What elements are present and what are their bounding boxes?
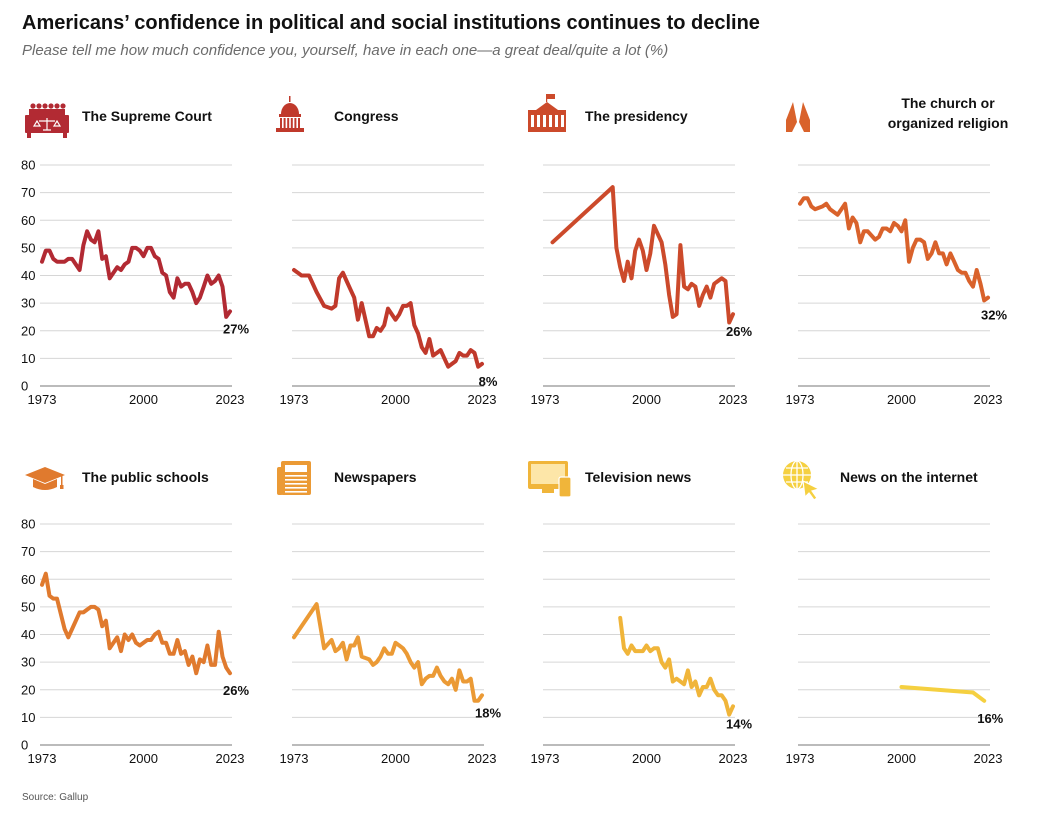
capitol-icon — [276, 96, 304, 132]
y-tick-label: 70 — [21, 544, 35, 559]
y-tick-label: 0 — [21, 738, 28, 753]
graduation-cap-icon — [25, 467, 65, 490]
x-tick-label: 2000 — [129, 751, 158, 766]
x-tick-label: 2000 — [632, 751, 661, 766]
panel-television-news: 1973 2000 2023 Television news 14% — [528, 461, 752, 766]
end-value-label: 26% — [726, 324, 752, 339]
courthouse-icon — [25, 103, 69, 138]
series-line — [798, 196, 990, 303]
x-tick-label: 2000 — [887, 751, 916, 766]
x-tick-label: 1973 — [786, 751, 815, 766]
y-tick-label: 80 — [21, 517, 35, 532]
x-tick-label: 2000 — [887, 392, 916, 407]
x-tick-label: 1973 — [531, 392, 560, 407]
y-tick-label: 80 — [21, 158, 35, 173]
end-value-label: 14% — [726, 716, 752, 731]
praying-hands-icon — [786, 102, 810, 132]
series-line — [40, 229, 232, 319]
end-value-label: 32% — [981, 308, 1007, 323]
x-tick-label: 2023 — [974, 392, 1003, 407]
end-value-label: 16% — [977, 711, 1003, 726]
y-tick-label: 30 — [21, 296, 35, 311]
x-tick-label: 2000 — [129, 392, 158, 407]
y-tick-label: 60 — [21, 572, 35, 587]
series-line — [292, 602, 484, 703]
x-tick-label: 2023 — [216, 751, 245, 766]
series-line — [899, 685, 987, 703]
x-tick-label: 2023 — [216, 392, 245, 407]
series-line — [40, 571, 232, 676]
page-subtitle: Please tell me how much confidence you, … — [22, 42, 669, 59]
panel-the-presidency: 1973 2000 2023 The presidency 26% — [528, 94, 752, 407]
source-note: Source: Gallup — [22, 792, 89, 803]
x-tick-label: 1973 — [28, 392, 57, 407]
x-tick-label: 2023 — [468, 751, 497, 766]
x-tick-label: 2023 — [719, 392, 748, 407]
end-value-label: 8% — [479, 374, 498, 389]
series-line — [292, 268, 484, 369]
panel-title: News on the internet — [840, 469, 978, 485]
x-tick-label: 1973 — [786, 392, 815, 407]
end-value-label: 27% — [223, 321, 249, 336]
y-tick-label: 20 — [21, 323, 35, 338]
panel-title: Television news — [585, 469, 692, 485]
panel-congress: 1973 2000 2023 Congress 8% — [276, 96, 498, 407]
panel-title-line: The church or — [901, 95, 995, 111]
panel-title: Newspapers — [334, 469, 417, 485]
y-tick-label: 10 — [21, 710, 35, 725]
y-tick-label: 40 — [21, 268, 35, 283]
end-value-label: 26% — [223, 683, 249, 698]
panel-the-supreme-court: 0 10 20 30 40 50 60 70 80 1973 2000 2023 The Supreme… — [21, 103, 249, 407]
panel-title: Congress — [334, 108, 399, 124]
panel-newspapers: 1973 2000 2023 Newspapers 18% — [277, 461, 501, 766]
white-house-icon — [528, 94, 566, 132]
end-value-label: 18% — [475, 705, 501, 720]
y-tick-label: 20 — [21, 682, 35, 697]
y-tick-label: 30 — [21, 655, 35, 670]
panel-title: The Supreme Court — [82, 108, 212, 124]
x-tick-label: 2023 — [974, 751, 1003, 766]
y-tick-label: 50 — [21, 599, 35, 614]
x-tick-label: 2023 — [719, 751, 748, 766]
x-tick-label: 2000 — [381, 751, 410, 766]
y-tick-label: 0 — [21, 379, 28, 394]
y-tick-label: 10 — [21, 351, 35, 366]
globe-cursor-icon — [783, 460, 821, 501]
x-tick-label: 2000 — [381, 392, 410, 407]
page-title: Americans’ confidence in political and s… — [22, 12, 760, 34]
x-tick-label: 2023 — [468, 392, 497, 407]
panel-news-on-the-internet: 1973 2000 2023 News on the internet 16% — [783, 460, 1004, 766]
panel-title: The presidency — [585, 108, 688, 124]
panel-title-line: organized religion — [888, 115, 1009, 131]
television-icon — [528, 461, 572, 498]
y-tick-label: 40 — [21, 627, 35, 642]
x-tick-label: 2000 — [632, 392, 661, 407]
y-tick-label: 60 — [21, 213, 35, 228]
y-tick-label: 70 — [21, 185, 35, 200]
x-tick-label: 1973 — [28, 751, 57, 766]
x-tick-label: 1973 — [280, 751, 309, 766]
panel-the-church-or-organized-religion: 1973 2000 2023 The church or organized relig… — [786, 95, 1009, 407]
newspaper-icon — [277, 461, 311, 495]
series-line — [550, 185, 735, 325]
x-tick-label: 1973 — [531, 751, 560, 766]
series-line — [618, 615, 735, 717]
panel-title: The public schools — [82, 469, 209, 485]
x-tick-label: 1973 — [280, 392, 309, 407]
panel-the-public-schools: 0 10 20 30 40 50 60 70 80 1973 2000 2023 The public … — [21, 467, 249, 766]
y-tick-label: 50 — [21, 240, 35, 255]
